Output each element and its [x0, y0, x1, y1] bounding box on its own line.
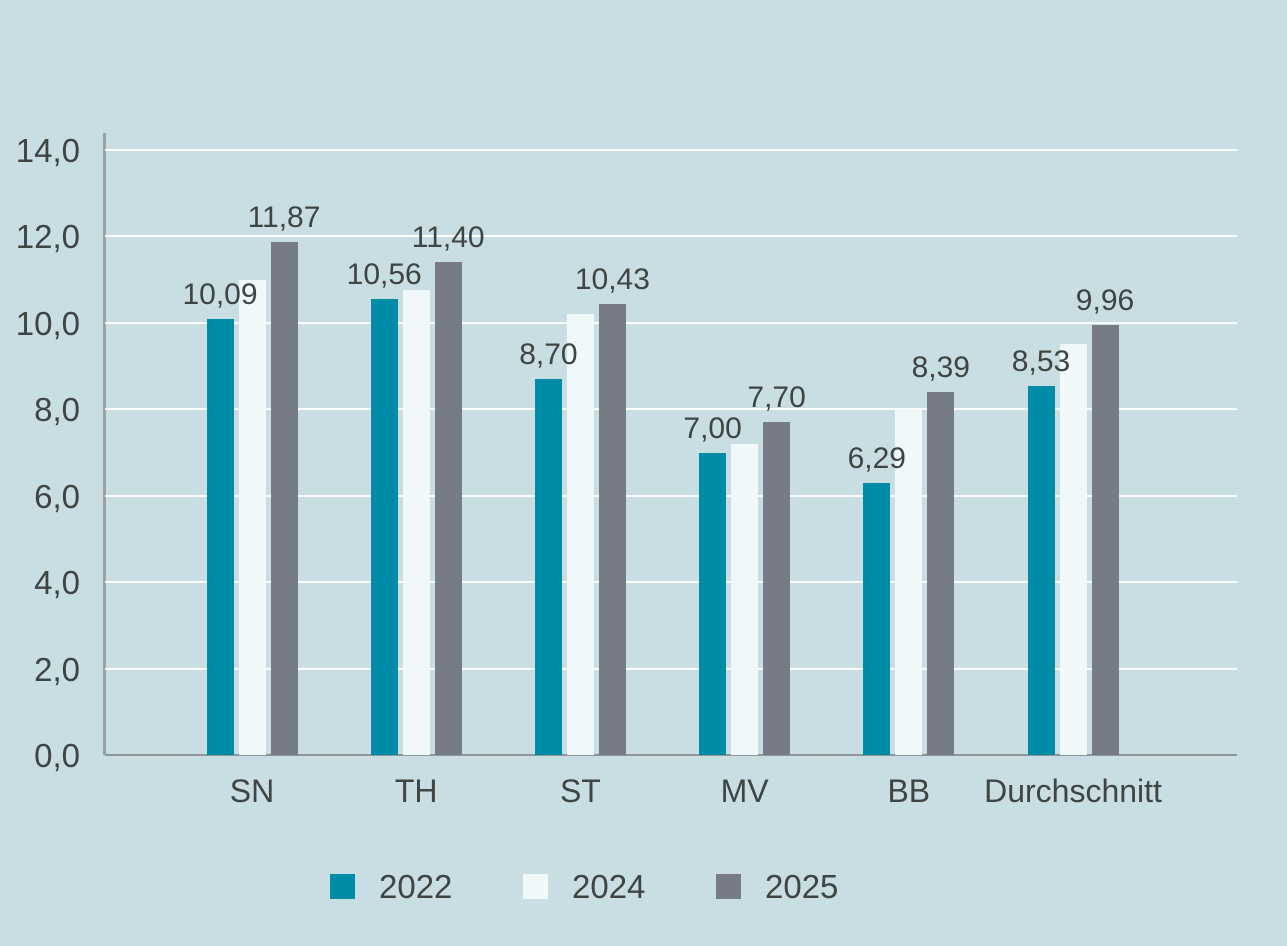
gridline-4 [105, 581, 1237, 584]
legend-label-2025: 2025 [765, 868, 839, 905]
value-label-2022-th: 10,56 [346, 257, 422, 291]
value-label-2022-durchschnitt: 8,53 [1011, 345, 1071, 379]
y-tick-label-10-0: 10,0 [15, 304, 80, 342]
x-axis-line [105, 754, 1237, 756]
value-label-2022-mv: 7,00 [683, 411, 742, 445]
value-label-2025-bb: 8,39 [911, 351, 970, 385]
legend-swatch-2022 [330, 874, 355, 899]
value-label-2025-th: 11,40 [411, 221, 485, 255]
bar-group-th [370, 262, 462, 755]
legend-item-2024: 2024 [523, 870, 645, 903]
gridline-2 [105, 667, 1237, 670]
category-label-bb: BB [887, 773, 931, 809]
bar-2024-sn [238, 279, 266, 755]
y-tick-label-2-0: 2,0 [34, 650, 80, 688]
value-label-2022-sn: 10,09 [182, 277, 258, 311]
plot-area: 10,09 11,87 10,56 11,40 8,70 10,43 7,00 7,70 6,2… [105, 149, 1237, 755]
bar-group-st [534, 304, 626, 755]
value-label-2022-bb: 6,29 [847, 442, 906, 476]
legend-swatch-2025 [716, 874, 741, 899]
category-label-durchschnitt: Durchschnitt [984, 773, 1162, 809]
bar-2025-bb [927, 392, 955, 755]
bar-2022-bb [863, 483, 891, 755]
bar-2022-mv [699, 452, 727, 755]
legend-label-2022: 2022 [379, 868, 453, 905]
y-tick-label-8-0: 8,0 [34, 391, 80, 429]
y-axis-line [103, 133, 106, 755]
bar-2024-st [566, 314, 594, 755]
category-label-th: TH [394, 773, 438, 809]
value-label-2025-sn: 11,87 [247, 201, 321, 235]
value-label-2022-st: 8,70 [519, 338, 578, 372]
gridline-12 [105, 235, 1237, 238]
y-tick-label-4-0: 4,0 [34, 564, 80, 602]
legend-item-2022: 2022 [330, 870, 452, 903]
bar-2022-th [370, 298, 398, 755]
gridline-6 [105, 494, 1237, 497]
bar-group-mv [699, 422, 791, 755]
bar-2024-bb [895, 409, 923, 755]
bar-2025-th [434, 262, 462, 755]
bar-2022-sn [206, 318, 234, 755]
legend-label-2024: 2024 [572, 868, 646, 905]
legend-item-2025: 2025 [716, 870, 838, 903]
bar-2025-st [598, 304, 626, 755]
bar-group-sn [206, 242, 298, 755]
bar-2022-durchschnitt [1027, 386, 1055, 755]
bar-group-durchschnitt [1027, 324, 1119, 755]
bar-2025-sn [270, 242, 298, 755]
bar-2025-mv [763, 422, 791, 755]
category-label-mv: MV [720, 773, 769, 809]
category-label-sn: SN [229, 773, 275, 809]
gridline-8 [105, 408, 1237, 411]
bar-2024-th [402, 290, 430, 755]
y-tick-label-6-0: 6,0 [34, 477, 80, 515]
gridline-10 [105, 321, 1237, 324]
y-tick-label-14-0: 14,0 [15, 132, 80, 169]
gridline-14 [105, 149, 1237, 151]
legend-swatch-2024 [523, 874, 548, 899]
bar-2022-st [534, 379, 562, 755]
bar-2024-mv [731, 443, 759, 755]
bar-2024-durchschnitt [1059, 344, 1087, 755]
value-label-2025-st: 10,43 [574, 263, 650, 297]
bar-group-bb [863, 392, 955, 755]
y-tick-label-0-0: 0,0 [34, 737, 80, 774]
category-label-st: ST [559, 773, 601, 809]
value-label-2025-mv: 7,70 [747, 381, 806, 415]
value-label-2025-durchschnitt: 9,96 [1075, 283, 1135, 317]
y-tick-label-12-0: 12,0 [15, 218, 80, 256]
bar-2025-durchschnitt [1091, 324, 1119, 755]
